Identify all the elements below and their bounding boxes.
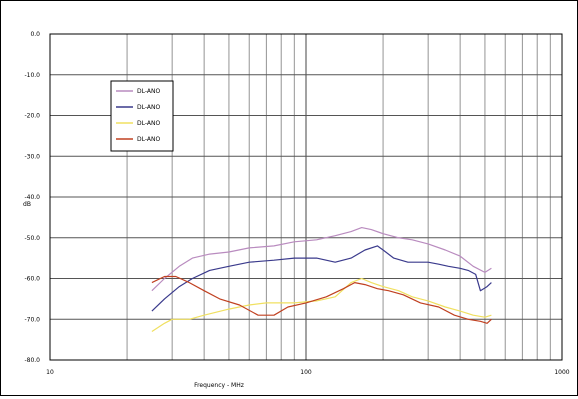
y-tick-label: -40.0 — [24, 194, 40, 201]
y-tick-label: -70.0 — [24, 316, 40, 323]
x-tick-label: 100 — [300, 369, 312, 376]
x-axis-label: Frequency - MHz — [194, 382, 244, 389]
plot-area-border — [49, 33, 563, 361]
y-tick-label: -20.0 — [24, 113, 40, 120]
y-tick-label: -30.0 — [24, 153, 40, 160]
legend-entry-label: DL-ANO — [137, 120, 160, 127]
legend-box — [110, 80, 174, 152]
x-tick-label: 10 — [46, 369, 54, 376]
x-tick-label: 1000 — [554, 369, 569, 376]
series-layer — [151, 227, 492, 333]
legend-entry-label: DL-ANO — [137, 104, 160, 111]
series-line-3 — [151, 277, 492, 333]
legend-entry-label: DL-ANO — [137, 136, 160, 143]
y-tick-label: -60.0 — [24, 276, 40, 283]
series-line-4 — [151, 275, 492, 324]
series-line-2 — [151, 245, 492, 312]
legend: DL-ANO DL-ANO DL-ANO DL-ANO — [110, 80, 174, 152]
y-tick-label: -10.0 — [24, 72, 40, 79]
plot-border — [49, 33, 563, 361]
y-axis-label: dB — [23, 201, 31, 208]
y-tick-label: -50.0 — [24, 235, 40, 242]
y-tick-label: 0.0 — [30, 31, 40, 38]
legend-entry-label: DL-ANO — [137, 88, 160, 95]
y-tick-label: -80.0 — [24, 357, 40, 364]
tick-labels: 0.0 -10.0 -20.0 -30.0 -40.0 -50.0 -60.0 -70.0 -8… — [24, 31, 569, 376]
series-line-1 — [151, 227, 492, 292]
